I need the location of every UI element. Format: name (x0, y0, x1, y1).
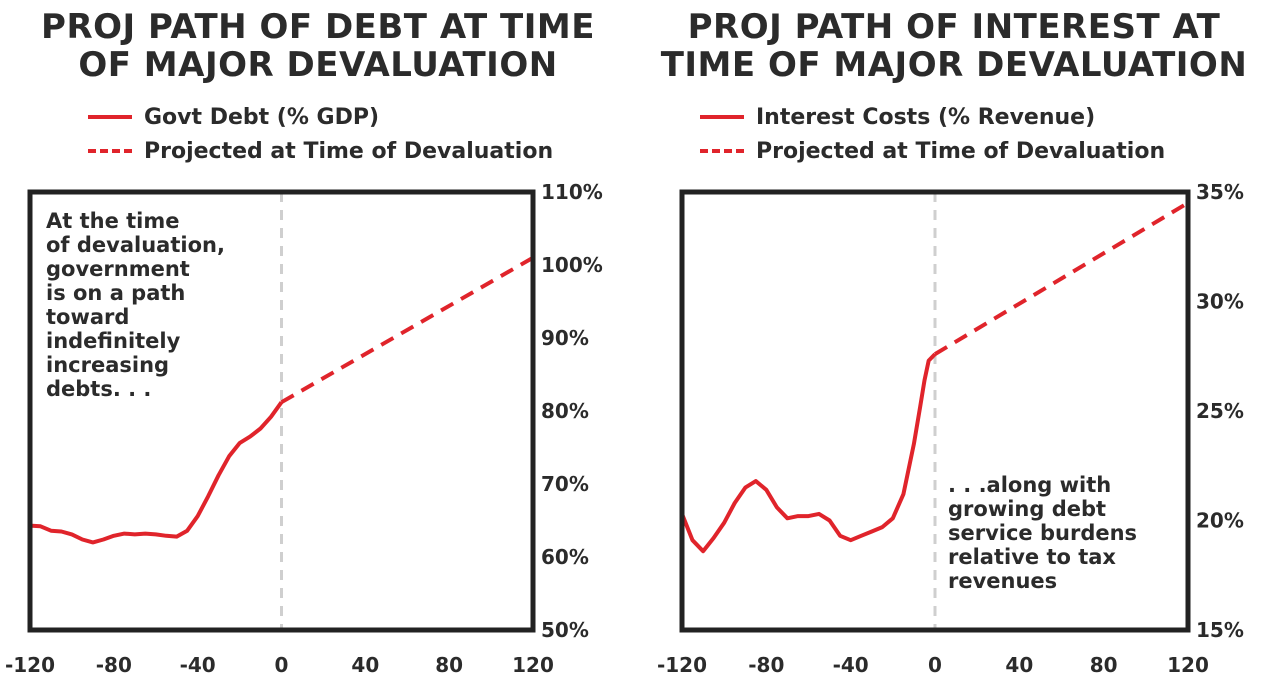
projected-series-line (280, 255, 534, 404)
legend-dashed-line-swatch (700, 149, 744, 153)
chart-title-line-1: PROJ PATH OF INTEREST AT (687, 7, 1221, 47)
legend-label: Interest Costs (% Revenue) (756, 104, 1096, 130)
actual-series-line (29, 401, 284, 545)
y-tick-label: 90% (541, 326, 589, 350)
x-tick-label: -120 (5, 653, 55, 677)
plot-frame (27, 189, 536, 633)
legend-entry-projected: Projected at Time of Devaluation (88, 134, 553, 168)
annotation-text-line: . . .along with (948, 473, 1111, 497)
x-tick-label: 0 (928, 653, 942, 677)
annotation-text-line: debts. . . (46, 377, 151, 401)
legend-dashed-line-swatch (88, 149, 132, 153)
annotation-text-line: indefinitely (46, 329, 181, 353)
y-tick-label: 60% (541, 545, 589, 569)
actual-series-line (680, 352, 937, 554)
chart-legend: Interest Costs (% Revenue) Projected at … (700, 100, 1165, 168)
x-tick-label: -40 (833, 653, 869, 677)
legend-entry-actual: Govt Debt (% GDP) (88, 100, 553, 134)
y-tick-label: 80% (541, 399, 589, 423)
chart-title: PROJ PATH OF INTEREST AT TIME OF MAJOR D… (636, 8, 1272, 84)
projected-series-line (933, 201, 1190, 356)
y-tick-label: 110% (541, 180, 603, 204)
annotation-text-line: At the time (46, 209, 180, 233)
y-tick-label: 50% (541, 618, 589, 642)
legend-solid-line-swatch (700, 115, 744, 119)
x-tick-label: 80 (1090, 653, 1118, 677)
legend-label: Projected at Time of Devaluation (144, 138, 554, 164)
chart-title-line-2: TIME OF MAJOR DEVALUATION (660, 45, 1248, 85)
annotation-text-line: increasing (46, 353, 169, 377)
interest-chart-panel: PROJ PATH OF INTEREST AT TIME OF MAJOR D… (636, 0, 1272, 684)
y-tick-label: 15% (1196, 618, 1244, 642)
legend-label: Projected at Time of Devaluation (756, 138, 1166, 164)
plot-frame (679, 189, 1191, 633)
y-tick-label: 30% (1196, 290, 1244, 314)
annotation-text-line: service burdens (948, 521, 1137, 545)
annotation-text-line: growing debt (948, 497, 1106, 521)
x-tick-label: -80 (96, 653, 132, 677)
legend-entry-projected: Projected at Time of Devaluation (700, 134, 1165, 168)
y-tick-label: 100% (541, 253, 603, 277)
legend-entry-actual: Interest Costs (% Revenue) (700, 100, 1165, 134)
legend-solid-line-swatch (88, 115, 132, 119)
x-tick-label: 80 (435, 653, 463, 677)
x-tick-label: 40 (1005, 653, 1033, 677)
x-tick-label: 0 (275, 653, 289, 677)
annotation-text-line: government (46, 257, 190, 281)
debt-chart-panel: PROJ PATH OF DEBT AT TIME OF MAJOR DEVAL… (0, 8, 636, 677)
x-tick-label: 120 (512, 653, 554, 677)
annotation-text-line: of devaluation, (46, 233, 225, 257)
y-tick-label: 25% (1196, 399, 1244, 423)
chart-legend: Govt Debt (% GDP) Projected at Time of D… (88, 100, 553, 168)
x-tick-label: 120 (1167, 653, 1209, 677)
annotation-text-line: revenues (948, 569, 1057, 593)
chart-title: PROJ PATH OF DEBT AT TIME OF MAJOR DEVAL… (0, 8, 636, 84)
annotation-text-line: relative to tax (948, 545, 1116, 569)
chart-title-line-2: OF MAJOR DEVALUATION (78, 45, 558, 85)
annotation-text-line: toward (46, 305, 129, 329)
y-tick-label: 70% (541, 472, 589, 496)
y-tick-label: 35% (1196, 180, 1244, 204)
x-tick-label: -40 (180, 653, 216, 677)
annotation-text-line: is on a path (46, 281, 185, 305)
chart-title-line-1: PROJ PATH OF DEBT AT TIME (41, 7, 595, 47)
y-tick-label: 20% (1196, 509, 1244, 533)
x-tick-label: 40 (351, 653, 379, 677)
legend-label: Govt Debt (% GDP) (144, 104, 380, 130)
x-tick-label: -120 (657, 653, 707, 677)
x-tick-label: -80 (748, 653, 784, 677)
